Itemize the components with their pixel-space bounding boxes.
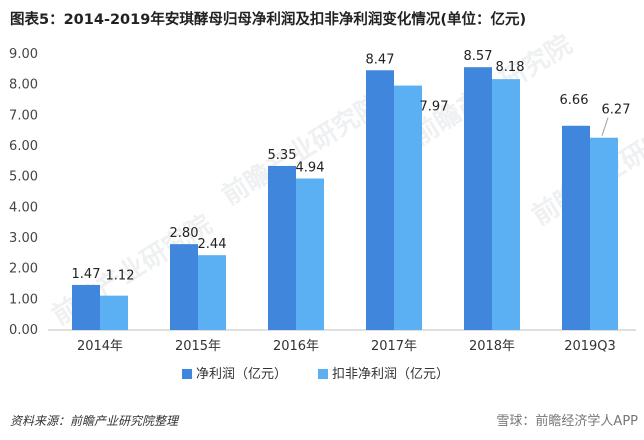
value-label: 1.12 [106, 269, 135, 284]
value-label: 6.66 [560, 93, 589, 108]
y-tick-label: 9.00 [9, 47, 38, 62]
bar-deducted-net-profit [394, 85, 422, 330]
value-label: 2.80 [170, 226, 199, 241]
value-label: 6.27 [602, 103, 631, 118]
value-label: 4.94 [296, 161, 325, 176]
x-tick-label: 2016年 [273, 339, 319, 354]
bar-deducted-net-profit [296, 178, 324, 330]
y-tick-label: 8.00 [9, 78, 38, 93]
y-tick-label: 6.00 [9, 139, 38, 154]
bars [72, 67, 618, 331]
bar-deducted-net-profit [100, 295, 128, 330]
value-label: 8.18 [496, 60, 525, 75]
bar-net-profit [562, 125, 590, 330]
brand-watermark: 雪球：前瞻经济学人APP [496, 414, 638, 429]
bar-deducted-net-profit [590, 137, 618, 330]
value-label: 5.35 [268, 148, 297, 163]
bar-net-profit [268, 165, 296, 330]
value-labels: 1.47 1.12 2.802.44 5.354.94 8.47 7.97 8.578.18… [72, 49, 631, 283]
value-label: 8.47 [366, 52, 395, 67]
x-axis-ticks: 2014年 2015年 2016年 2017年 2018年 2019Q3 [77, 339, 616, 354]
bar-net-profit [464, 67, 492, 330]
label-leader-line [601, 117, 609, 136]
bar-deducted-net-profit [492, 79, 520, 330]
bar-net-profit [366, 70, 394, 331]
x-tick-label: 2018年 [469, 339, 515, 354]
legend-label-net-profit: 净利润（亿元） [196, 367, 287, 382]
bar-chart: 0.00 1.00 2.00 3.00 4.00 5.00 6.00 7.00 8.00 9.00… [9, 47, 636, 382]
source-note: 资料来源：前瞻产业研究院整理 [10, 414, 179, 428]
x-tick-label: 2019Q3 [564, 339, 616, 354]
x-tick-label: 2014年 [77, 339, 123, 354]
y-tick-label: 2.00 [9, 262, 38, 277]
y-tick-label: 5.00 [9, 170, 38, 185]
value-label: 7.97 [420, 100, 449, 115]
bar-net-profit [170, 244, 198, 330]
y-tick-label: 1.00 [9, 292, 38, 307]
legend: 净利润（亿元） 扣非净利润（亿元） [182, 367, 449, 382]
x-tick-label: 2015年 [175, 339, 221, 354]
legend-swatch-deducted-net-profit [318, 369, 328, 379]
value-label: 8.57 [464, 49, 493, 64]
value-label: 2.44 [198, 237, 227, 252]
bar-net-profit [72, 284, 100, 330]
bar-deducted-net-profit [198, 255, 226, 330]
legend-swatch-net-profit [182, 369, 192, 379]
legend-label-deducted-net-profit: 扣非净利润（亿元） [332, 367, 449, 382]
y-tick-label: 3.00 [9, 231, 38, 246]
y-tick-label: 0.00 [9, 323, 38, 338]
y-tick-label: 7.00 [9, 108, 38, 123]
x-tick-label: 2017年 [371, 339, 417, 354]
chart-title: 图表5：2014-2019年安琪酵母归母净利润及扣非净利润变化情况(单位：亿元) [10, 12, 527, 28]
value-label: 1.47 [72, 267, 101, 282]
y-tick-label: 4.00 [9, 200, 38, 215]
y-axis: 0.00 1.00 2.00 3.00 4.00 5.00 6.00 7.00 8.00 9.00 [9, 47, 38, 338]
